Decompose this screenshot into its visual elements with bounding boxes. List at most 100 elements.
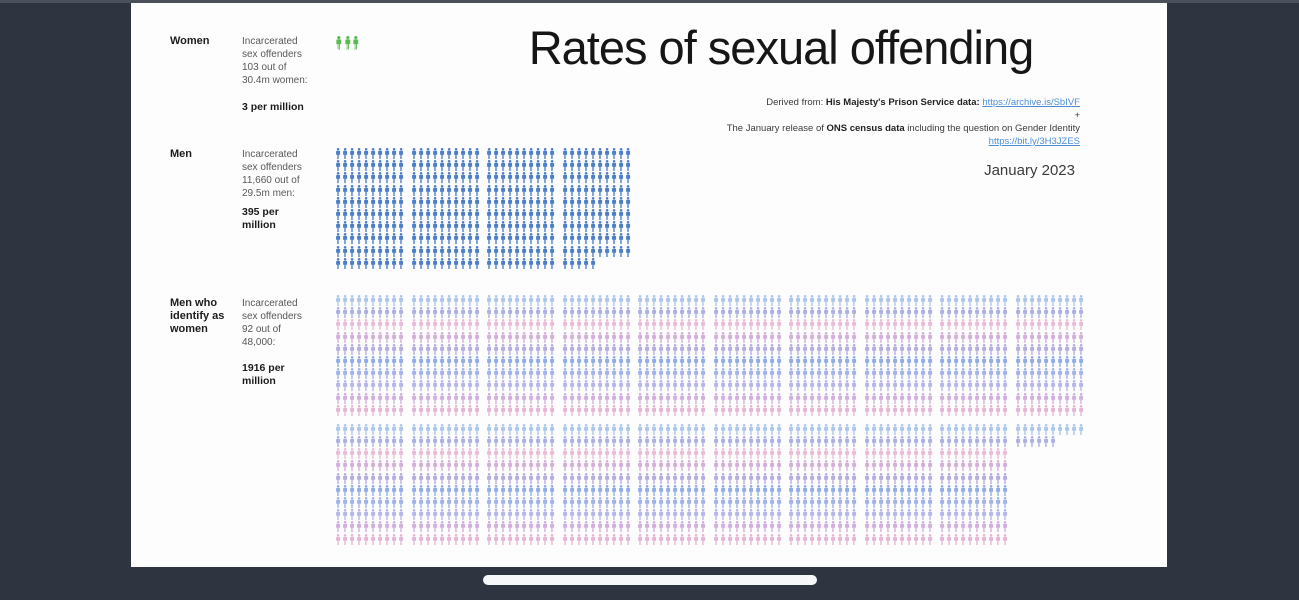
person-icon (604, 509, 610, 520)
person-icon (713, 448, 719, 459)
person-icon (583, 485, 589, 496)
person-icon (349, 460, 355, 471)
person-icon (748, 405, 754, 416)
person-icon (604, 405, 610, 416)
person-icon (995, 380, 1001, 391)
person-icon (727, 424, 733, 435)
person-icon (625, 172, 631, 183)
archive-link[interactable]: https://archive.is/SbIVF (982, 97, 1080, 108)
person-icon (391, 209, 397, 220)
person-icon (597, 344, 603, 355)
person-icon (335, 344, 341, 355)
person-icon (809, 319, 815, 330)
person-icon (741, 521, 747, 532)
person-icon (625, 497, 631, 508)
person-icon (493, 448, 499, 459)
person-icon (500, 405, 506, 416)
person-icon (672, 356, 678, 367)
person-icon (618, 148, 624, 159)
person-icon (946, 534, 952, 545)
person-icon (1029, 356, 1035, 367)
person-icon (425, 405, 431, 416)
person-icon (604, 534, 610, 545)
person-icon (693, 521, 699, 532)
group-desc-men-identify-women: Incarcerated sex offenders 92 out of 48,… (242, 298, 302, 348)
bitly-link[interactable]: https://bit.ly/3H3JZES (988, 136, 1080, 147)
person-icon (604, 148, 610, 159)
person-icon (672, 393, 678, 404)
person-icon (335, 393, 341, 404)
person-icon (844, 332, 850, 343)
person-icon (878, 473, 884, 484)
person-icon (535, 258, 541, 269)
person-icon (576, 221, 582, 232)
person-icon (830, 460, 836, 471)
person-icon (391, 319, 397, 330)
person-icon (802, 534, 808, 545)
person-icon (748, 307, 754, 318)
person-icon (562, 521, 568, 532)
person-icon (549, 460, 555, 471)
pictogram-block (637, 295, 707, 417)
person-icon (363, 332, 369, 343)
person-icon (658, 534, 664, 545)
person-icon (1057, 332, 1063, 343)
person-icon (467, 246, 473, 257)
person-icon (967, 424, 973, 435)
person-icon (658, 497, 664, 508)
home-indicator[interactable] (483, 575, 817, 585)
person-icon (851, 356, 857, 367)
person-icon (802, 485, 808, 496)
person-icon (769, 332, 775, 343)
person-icon (521, 258, 527, 269)
person-icon (679, 534, 685, 545)
person-icon (939, 509, 945, 520)
person-icon (411, 534, 417, 545)
person-icon (755, 436, 761, 447)
person-icon (618, 368, 624, 379)
person-icon (576, 258, 582, 269)
person-icon (590, 448, 596, 459)
person-icon (625, 448, 631, 459)
person-icon (611, 148, 617, 159)
person-icon (335, 258, 341, 269)
person-icon (823, 460, 829, 471)
person-icon (762, 393, 768, 404)
person-icon (755, 497, 761, 508)
person-icon (871, 319, 877, 330)
person-icon (830, 295, 836, 306)
person-icon (528, 221, 534, 232)
person-icon (741, 344, 747, 355)
person-icon (542, 356, 548, 367)
group-label-men-identify-women: Men who identify as women (170, 297, 225, 335)
person-icon (920, 424, 926, 435)
person-icon (946, 448, 952, 459)
person-icon (342, 521, 348, 532)
person-icon (946, 344, 952, 355)
person-icon (776, 332, 782, 343)
person-icon (493, 393, 499, 404)
person-icon (830, 521, 836, 532)
person-icon (776, 497, 782, 508)
person-icon (823, 534, 829, 545)
person-icon (741, 473, 747, 484)
person-icon (418, 319, 424, 330)
person-icon (864, 448, 870, 459)
person-icon (411, 344, 417, 355)
person-icon (418, 233, 424, 244)
person-icon (604, 319, 610, 330)
person-icon (583, 368, 589, 379)
person-icon (906, 424, 912, 435)
person-icon (795, 393, 801, 404)
person-icon (988, 295, 994, 306)
person-icon (644, 521, 650, 532)
person-icon (521, 233, 527, 244)
person-icon (974, 405, 980, 416)
person-icon (528, 258, 534, 269)
person-icon (597, 534, 603, 545)
person-icon (802, 424, 808, 435)
person-icon (878, 344, 884, 355)
source-derived-prefix: Derived from: (766, 97, 826, 108)
person-icon (844, 521, 850, 532)
person-icon (370, 295, 376, 306)
